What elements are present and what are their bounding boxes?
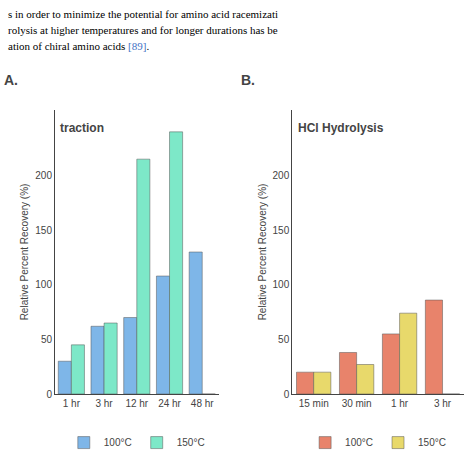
- svg-text:50: 50: [278, 334, 290, 345]
- svg-text:12 hr: 12 hr: [125, 398, 148, 409]
- svg-text:Relative Percent Recovery (%): Relative Percent Recovery (%): [19, 184, 30, 321]
- svg-text:15 min: 15 min: [299, 398, 329, 409]
- svg-text:0: 0: [284, 389, 290, 400]
- svg-text:100°C: 100°C: [345, 437, 373, 448]
- svg-text:3 hr: 3 hr: [434, 398, 452, 409]
- svg-text:0: 0: [46, 389, 52, 400]
- svg-text:50: 50: [41, 334, 53, 345]
- svg-text:150°C: 150°C: [418, 437, 446, 448]
- svg-text:150°C: 150°C: [177, 437, 205, 448]
- svg-text:30 min: 30 min: [342, 398, 372, 409]
- svg-text:24 hr: 24 hr: [158, 398, 181, 409]
- svg-text:HCl Hydrolysis: HCl Hydrolysis: [298, 121, 384, 135]
- svg-text:150: 150: [35, 225, 52, 236]
- svg-text:s in order to minimize the pot: s in order to minimize the potential for…: [8, 8, 278, 20]
- svg-text:3 hr: 3 hr: [95, 398, 113, 409]
- svg-text:rolysis at higher temperatures: rolysis at higher temperatures and for l…: [8, 24, 278, 36]
- svg-text:Relative Percent Recovery (%): Relative Percent Recovery (%): [257, 184, 268, 321]
- svg-text:traction: traction: [60, 121, 104, 135]
- svg-text:100: 100: [273, 279, 290, 290]
- svg-text:B.: B.: [241, 72, 255, 88]
- svg-text:ation of chiral amino acids [8: ation of chiral amino acids [89].: [8, 40, 149, 52]
- svg-text:200: 200: [35, 170, 52, 181]
- svg-text:150: 150: [273, 225, 290, 236]
- svg-text:1 hr: 1 hr: [391, 398, 409, 409]
- svg-text:1 hr: 1 hr: [63, 398, 81, 409]
- svg-text:A.: A.: [4, 72, 18, 88]
- svg-text:200: 200: [273, 170, 290, 181]
- svg-text:48 hr: 48 hr: [191, 398, 214, 409]
- svg-text:100°C: 100°C: [104, 437, 132, 448]
- svg-text:100: 100: [35, 279, 52, 290]
